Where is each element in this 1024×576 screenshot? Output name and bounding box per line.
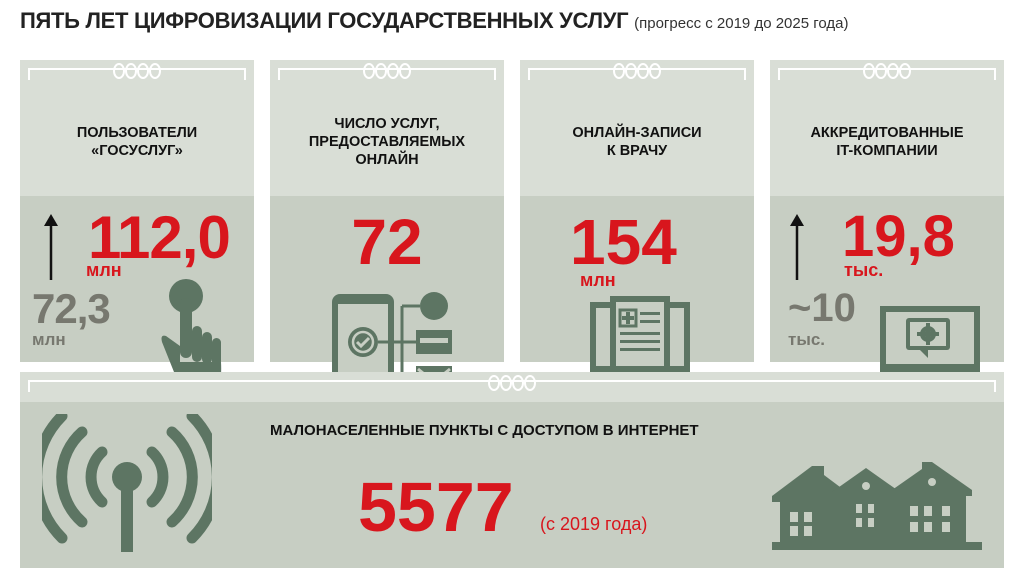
card-heading-line: ОНЛАЙН-ЗАПИСИ <box>572 125 702 141</box>
binding-rings-icon <box>363 63 411 79</box>
card-body: 19,8 тыс. ~10 тыс. <box>770 196 1004 396</box>
card-doctor-appointments: ОНЛАЙН-ЗАПИСИ К ВРАЧУ 154 млн <box>520 60 754 398</box>
previous-value: 72,3 <box>32 285 111 332</box>
card-heading: ОНЛАЙН-ЗАПИСИ К ВРАЧУ <box>520 88 754 196</box>
page-title: ПЯТЬ ЛЕТ ЦИФРОВИЗАЦИИ ГОСУДАРСТВЕННЫХ УС… <box>20 8 848 34</box>
binding-rings-icon <box>613 63 661 79</box>
current-value: 112,0 <box>88 204 231 271</box>
card-body: 154 млн <box>520 196 754 398</box>
arrow-up-icon <box>790 214 804 280</box>
card-gosuslugi-users: ПОЛЬЗОВАТЕЛИ «ГОСУСЛУГ» 112,0 млн 72,3 м… <box>20 60 254 400</box>
card-heading-line: ПОЛЬЗОВАТЕЛИ <box>76 125 198 141</box>
card-top-strip <box>28 68 246 80</box>
bottom-heading: МАЛОНАСЕЛЕННЫЕ ПУНКТЫ С ДОСТУПОМ В ИНТЕР… <box>270 422 699 439</box>
card-heading-line: ОНЛАЙН <box>355 152 419 168</box>
card-heading-line: ПРЕДОСТАВЛЯЕМЫХ <box>308 134 466 150</box>
page-subtitle: (прогресс с 2019 до 2025 года) <box>634 15 849 32</box>
card-heading-line: «ГОСУСЛУГ» <box>91 143 183 159</box>
previous-unit: млн <box>32 330 66 349</box>
card-heading-line: АККРЕДИТОВАННЫЕ <box>810 125 964 141</box>
card-heading-line: ЧИСЛО УСЛУГ, <box>334 116 440 132</box>
card-heading: ЧИСЛО УСЛУГ, ПРЕДОСТАВЛЯЕМЫХ ОНЛАЙН <box>270 88 504 196</box>
card-top-strip <box>528 68 746 80</box>
page-title-main: ПЯТЬ ЛЕТ ЦИФРОВИЗАЦИИ ГОСУДАРСТВЕННЫХ УС… <box>20 8 629 33</box>
card-top-strip <box>778 68 996 80</box>
arrow-up-icon <box>44 214 58 280</box>
card-top-strip <box>28 380 996 392</box>
current-value: 154 <box>570 206 677 278</box>
smartphone-services-icon <box>332 292 452 394</box>
bottom-note: (с 2019 года) <box>540 514 648 534</box>
current-unit: млн <box>86 260 122 280</box>
card-online-services: ЧИСЛО УСЛУГ, ПРЕДОСТАВЛЯЕМЫХ ОНЛАЙН 72 <box>270 60 504 394</box>
current-value: 72 <box>351 206 423 278</box>
antenna-signal-icon <box>42 414 212 552</box>
previous-value: ~10 <box>788 286 856 330</box>
current-unit: млн <box>580 270 616 290</box>
card-top-strip <box>278 68 496 80</box>
binding-rings-icon <box>113 63 161 79</box>
card-body: 112,0 млн 72,3 млн <box>20 196 254 400</box>
card-heading-line: IT-КОМПАНИИ <box>836 143 938 159</box>
card-heading: АККРЕДИТОВАННЫЕ IT-КОМПАНИИ <box>770 88 1004 196</box>
previous-unit: тыс. <box>788 330 826 349</box>
current-unit: тыс. <box>844 260 884 280</box>
card-heading: ПОЛЬЗОВАТЕЛИ «ГОСУСЛУГ» <box>20 88 254 196</box>
card-it-companies: АККРЕДИТОВАННЫЕ IT-КОМПАНИИ 19,8 тыс. ~1… <box>770 60 1004 396</box>
houses-icon <box>772 462 982 550</box>
binding-rings-icon <box>863 63 911 79</box>
card-body: 72 <box>270 196 504 394</box>
bottom-value: 5577 <box>358 468 514 546</box>
card-heading-line: К ВРАЧУ <box>606 143 668 159</box>
current-value: 19,8 <box>842 204 955 269</box>
card-internet-settlements: МАЛОНАСЕЛЕННЫЕ ПУНКТЫ С ДОСТУПОМ В ИНТЕР… <box>20 372 1004 568</box>
binding-rings-icon <box>488 375 536 391</box>
